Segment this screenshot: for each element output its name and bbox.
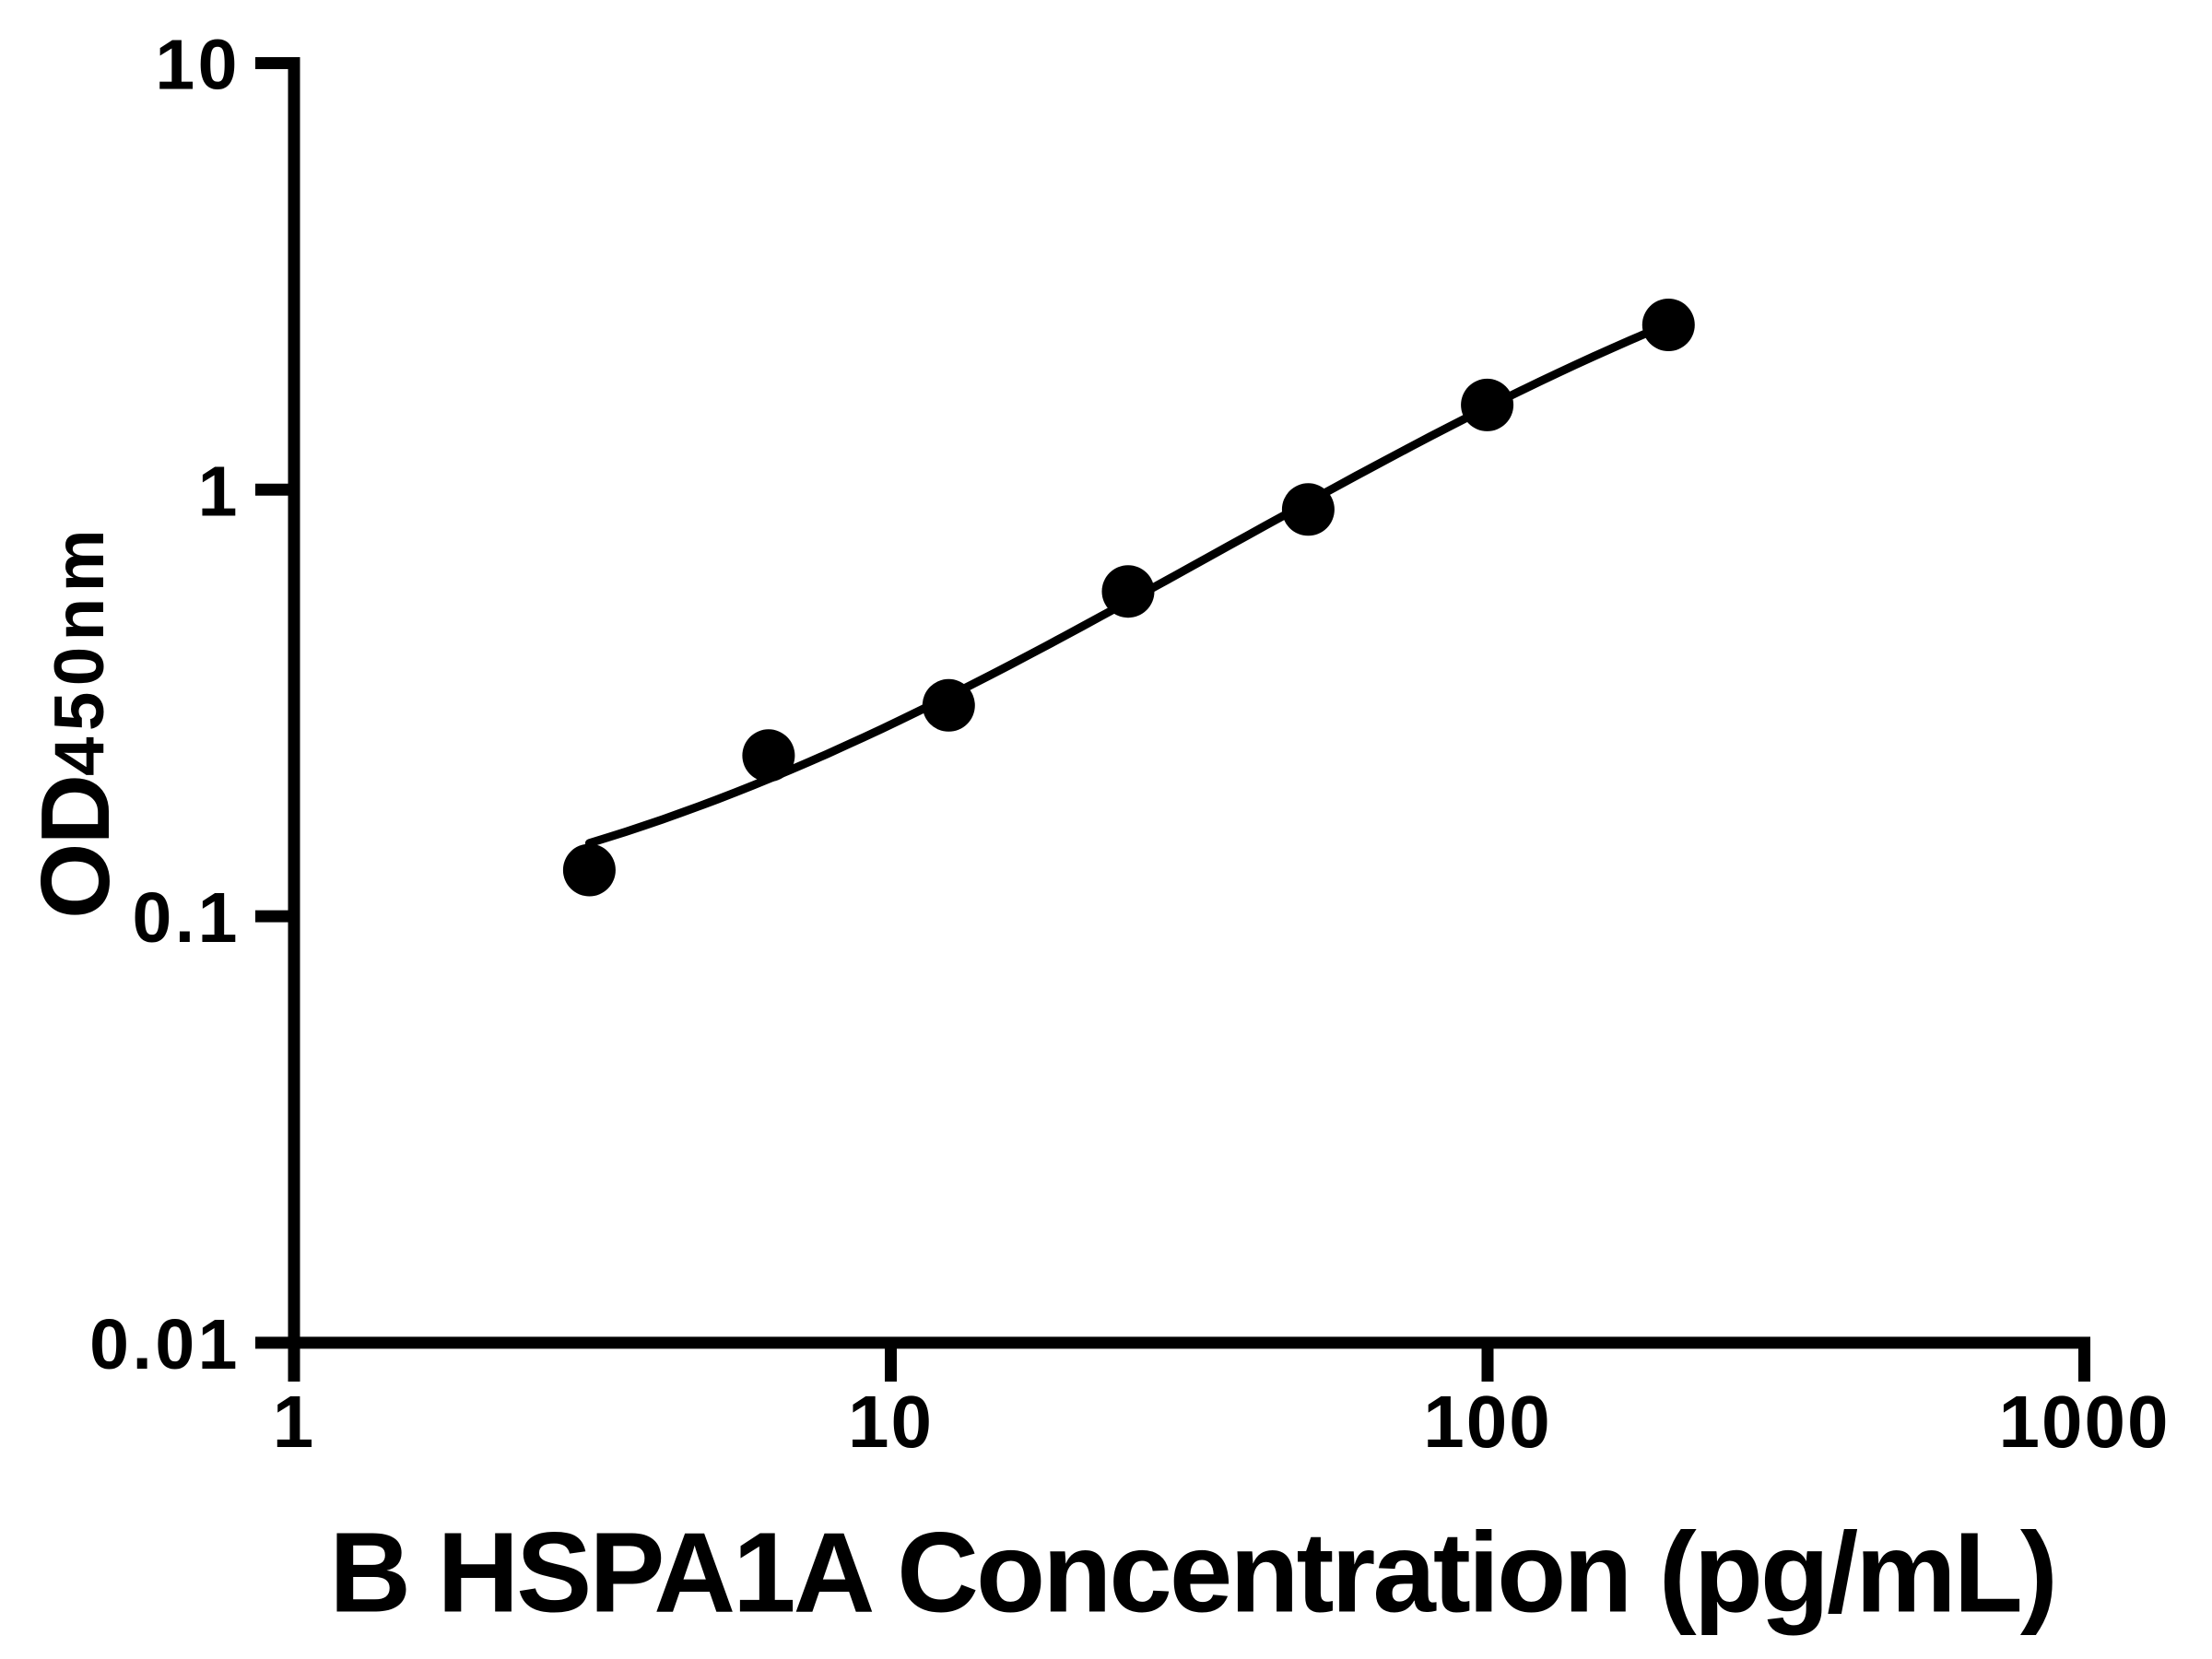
svg-text:100: 100 bbox=[1423, 1381, 1551, 1463]
svg-text:B HSPA1A Concentration (pg/mL): B HSPA1A Concentration (pg/mL) bbox=[329, 1511, 2055, 1637]
svg-text:1: 1 bbox=[198, 452, 241, 531]
svg-text:0.1: 0.1 bbox=[132, 878, 241, 958]
svg-text:10: 10 bbox=[155, 26, 241, 105]
svg-text:0.01: 0.01 bbox=[89, 1305, 241, 1384]
svg-text:1: 1 bbox=[273, 1381, 316, 1463]
svg-text:10: 10 bbox=[848, 1381, 934, 1463]
svg-text:1000: 1000 bbox=[1999, 1381, 2171, 1463]
